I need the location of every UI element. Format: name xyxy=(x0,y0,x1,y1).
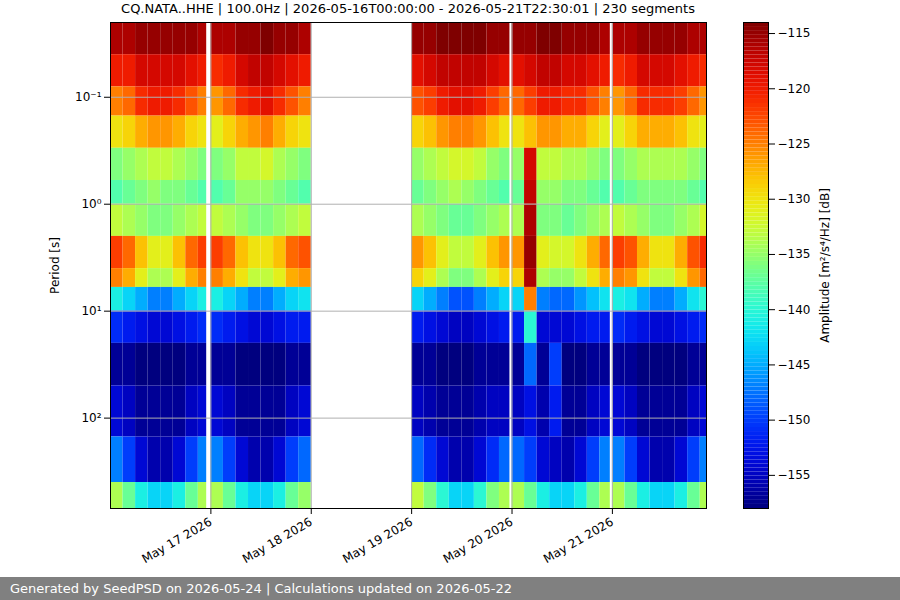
svg-text:May 19 2026: May 19 2026 xyxy=(340,515,415,566)
svg-text:Period [s]: Period [s] xyxy=(48,237,62,294)
svg-text:10⁻¹: 10⁻¹ xyxy=(75,90,102,104)
html-text:CQ.NATA..HHE | 100.0Hz | 2026-: CQ.NATA..HHE | 100.0Hz | 2026-05-16T00:0… xyxy=(121,1,695,16)
svg-text:−150: −150 xyxy=(778,413,811,427)
svg-text:May 21 2026: May 21 2026 xyxy=(541,515,616,566)
svg-text:−120: −120 xyxy=(778,82,811,96)
svg-text:−135: −135 xyxy=(778,247,811,261)
svg-text:Amplitude [m²/s⁴/Hz] [dB]: Amplitude [m²/s⁴/Hz] [dB] xyxy=(818,188,832,343)
svg-text:May 20 2026: May 20 2026 xyxy=(441,515,516,566)
svg-text:−145: −145 xyxy=(778,358,811,372)
svg-text:May 18 2026: May 18 2026 xyxy=(240,515,315,566)
svg-text:May 17 2026: May 17 2026 xyxy=(140,515,215,566)
svg-text:−115: −115 xyxy=(778,26,811,40)
svg-text:−155: −155 xyxy=(778,468,811,482)
svg-text:10⁰: 10⁰ xyxy=(81,197,101,211)
html-text:Generated by SeedPSD on 2026-0: Generated by SeedPSD on 2026-05-24 | Cal… xyxy=(10,581,512,596)
svg-text:10¹: 10¹ xyxy=(81,304,101,318)
svg-text:−125: −125 xyxy=(778,137,811,151)
svg-text:10²: 10² xyxy=(81,411,101,425)
svg-text:−140: −140 xyxy=(778,303,811,317)
svg-text:−130: −130 xyxy=(778,192,811,206)
